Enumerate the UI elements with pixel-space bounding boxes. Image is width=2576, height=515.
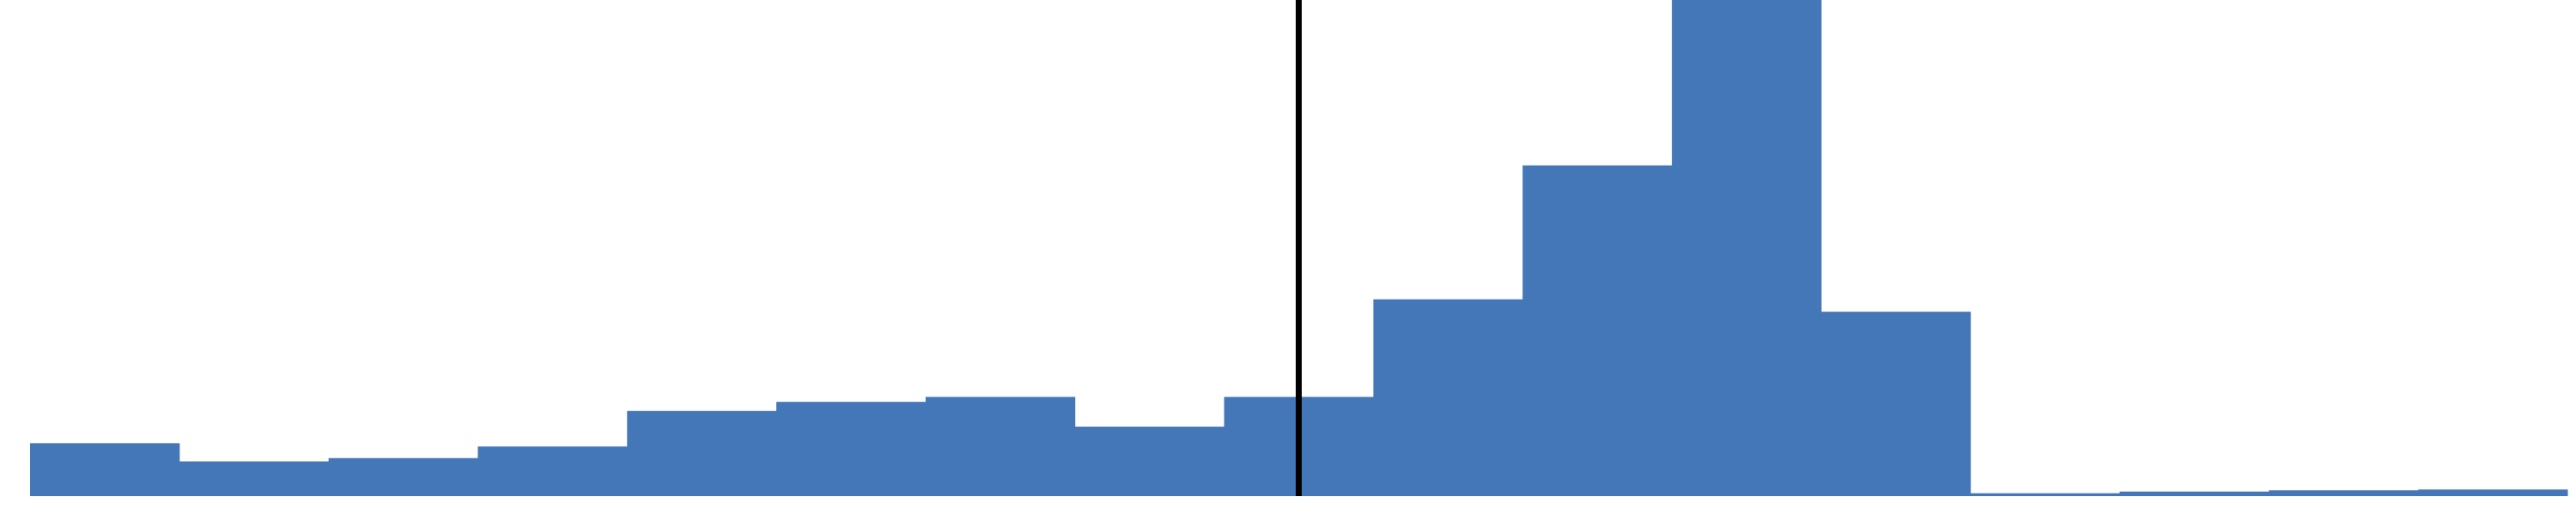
histogram-bar [2119, 491, 2269, 496]
histogram-bar [925, 397, 1076, 496]
histogram-bar [30, 443, 180, 496]
histogram-bar [179, 461, 330, 496]
histogram-bar [2418, 489, 2568, 496]
histogram-bar [477, 446, 628, 496]
histogram-bar [1672, 0, 1822, 496]
histogram-bar [1820, 312, 1971, 496]
histogram-bar [2269, 490, 2419, 496]
histogram-bar [1373, 299, 1523, 496]
histogram-bar [1970, 493, 2121, 496]
histogram-bar [1522, 165, 1673, 497]
histogram-bar [776, 402, 927, 496]
histogram-bar [328, 457, 478, 496]
histogram-bar [1074, 427, 1225, 496]
bars-layer [30, 0, 2568, 497]
histogram-bar [627, 410, 777, 496]
